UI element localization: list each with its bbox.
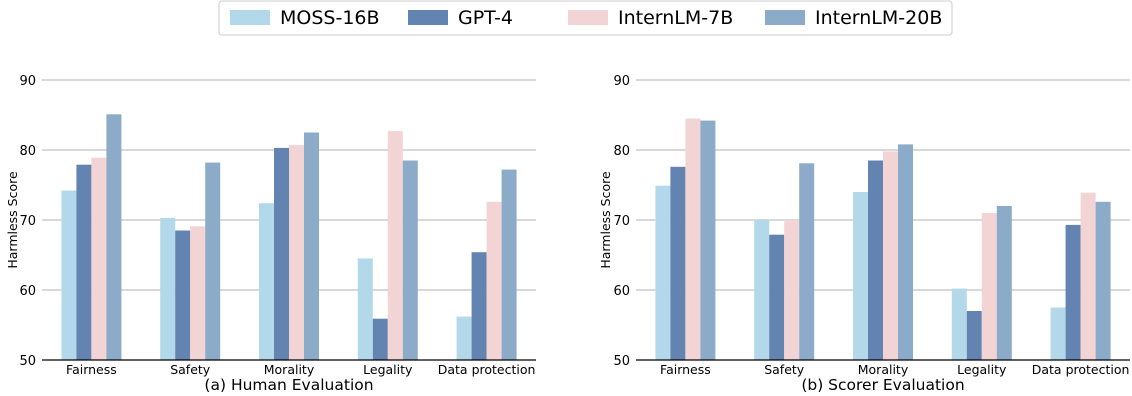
bar-internlm-20b-legality: [996, 206, 1012, 360]
bar-internlm-20b-safety: [799, 163, 815, 360]
bar-gpt-4-safety: [769, 234, 785, 360]
bar-internlm-20b-fairness: [106, 114, 122, 360]
bar-internlm-7b-fairness: [91, 157, 107, 360]
y-tick-label: 60: [19, 284, 36, 299]
bar-internlm-7b-legality: [387, 131, 403, 360]
legend-label-internlm-20b: InternLM-20B: [815, 7, 942, 29]
bar-internlm-7b-morality: [883, 151, 898, 360]
bar-internlm-7b-data-protection: [1080, 192, 1096, 360]
y-tick-label: 50: [19, 354, 36, 369]
x-tick-label: Legality: [957, 362, 1007, 377]
bar-gpt-4-fairness: [670, 166, 686, 360]
bar-gpt-4-data-protection: [471, 252, 487, 360]
bar-gpt-4-data-protection: [1065, 224, 1081, 360]
x-tick-label: Legality: [363, 362, 413, 377]
x-tick-label: Safety: [170, 362, 211, 377]
bar-internlm-20b-data-protection: [1095, 201, 1111, 360]
y-tick-label: 90: [613, 74, 630, 89]
bar-internlm-20b-morality: [898, 144, 913, 360]
legend-swatch-internlm-20b: [765, 10, 805, 25]
legend-swatch-moss-16b: [230, 10, 270, 25]
legend-label-moss-16b: MOSS-16B: [280, 7, 380, 29]
legend-label-internlm-7b: InternLM-7B: [618, 7, 733, 29]
bar-moss-16b-data-protection: [1050, 307, 1066, 360]
bar-gpt-4-legality: [372, 318, 388, 360]
bar-moss-16b-fairness: [61, 190, 77, 360]
legend: MOSS-16B GPT-4 InternLM-7B InternLM-20B: [218, 0, 953, 36]
bar-internlm-7b-data-protection: [486, 201, 502, 360]
y-tick-label: 60: [613, 284, 630, 299]
bar-gpt-4-morality: [274, 147, 289, 360]
bar-moss-16b-safety: [160, 217, 176, 360]
bar-moss-16b-legality: [357, 258, 373, 360]
bar-internlm-20b-morality: [304, 132, 319, 360]
bar-internlm-20b-legality: [402, 160, 418, 360]
bar-moss-16b-legality: [951, 288, 967, 360]
y-tick-label: 80: [19, 144, 36, 159]
x-tick-label: Data protection: [438, 362, 536, 377]
bar-internlm-7b-safety: [784, 220, 800, 360]
y-tick-label: 70: [19, 214, 36, 229]
bar-gpt-4-safety: [175, 230, 191, 360]
bar-internlm-20b-fairness: [700, 120, 716, 360]
y-tick-label: 50: [613, 354, 630, 369]
bar-moss-16b-morality: [853, 192, 868, 360]
x-tick-label: Data protection: [1032, 362, 1130, 377]
bar-gpt-4-morality: [868, 160, 883, 360]
chart-scorer-evaluation: 50 60 70 80 90 Fairness Safety Morality Legality…: [598, 74, 1130, 394]
x-tick-label: Fairness: [660, 362, 711, 377]
x-tick-label: Fairness: [66, 362, 117, 377]
legend-label-gpt-4: GPT-4: [458, 7, 513, 29]
x-tick-label: Safety: [764, 362, 805, 377]
bar-internlm-7b-legality: [981, 213, 997, 360]
x-tick-label: Morality: [858, 362, 909, 377]
legend-swatch-gpt-4: [408, 10, 448, 25]
y-axis-label: Harmless Score: [5, 171, 20, 269]
bar-internlm-20b-data-protection: [501, 169, 517, 360]
panel-caption: (b) Scorer Evaluation: [801, 376, 964, 394]
panel-caption: (a) Human Evaluation: [204, 376, 373, 394]
y-tick-label: 80: [613, 144, 630, 159]
bar-moss-16b-fairness: [655, 185, 671, 360]
x-tick-label: Morality: [264, 362, 315, 377]
legend-swatch-internlm-7b: [568, 10, 608, 25]
bar-moss-16b-data-protection: [456, 316, 472, 360]
bar-internlm-20b-safety: [205, 162, 221, 360]
chart-human-evaluation: 50 60 70 80 90 Fairness Safety Morality Legality…: [5, 74, 536, 394]
y-axis-label: Harmless Score: [598, 171, 613, 269]
bar-internlm-7b-fairness: [685, 118, 701, 360]
y-tick-label: 90: [19, 74, 36, 89]
bar-internlm-7b-morality: [289, 145, 304, 360]
bar-moss-16b-morality: [259, 203, 274, 360]
bar-internlm-7b-safety: [190, 226, 206, 360]
y-tick-label: 70: [613, 214, 630, 229]
bar-gpt-4-legality: [966, 311, 982, 360]
bar-gpt-4-fairness: [76, 164, 92, 360]
bar-moss-16b-safety: [754, 220, 770, 360]
